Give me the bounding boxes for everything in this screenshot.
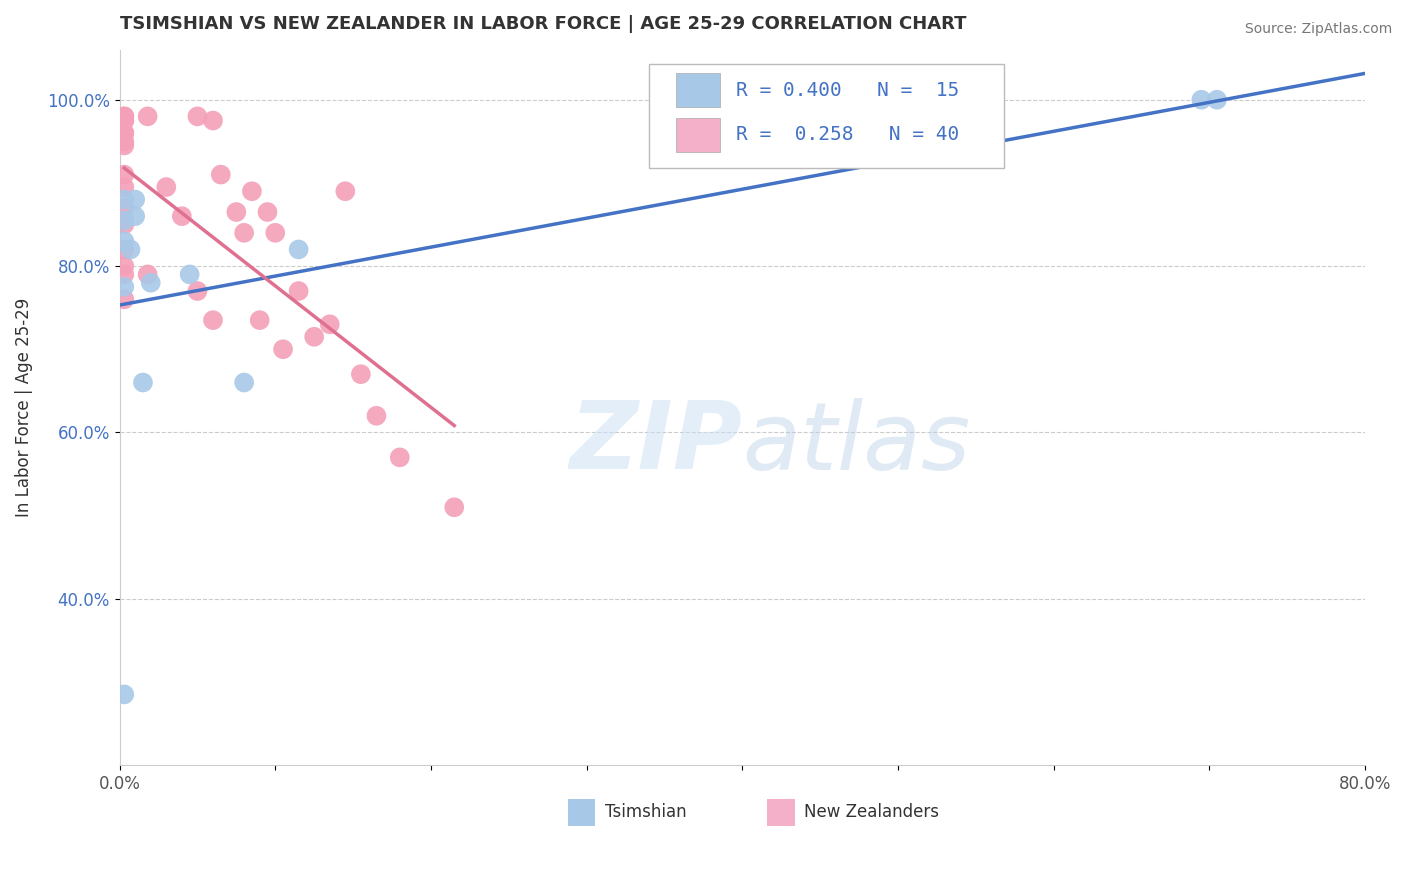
Text: Tsimshian: Tsimshian (605, 804, 688, 822)
Point (233, 226, 256, 240)
Point (302, 330, 325, 344)
Point (179, 268, 201, 282)
Point (271, 343, 294, 357)
Point (112, 687, 135, 701)
Point (124, 209, 146, 223)
Point (366, 409, 388, 423)
Text: New Zealanders: New Zealanders (804, 804, 939, 822)
Point (319, 318, 342, 332)
Point (240, 184, 263, 198)
Point (112, 218, 135, 232)
Point (112, 193, 135, 207)
Point (443, 500, 465, 515)
Point (112, 126, 135, 140)
Point (112, 293, 135, 307)
Point (388, 450, 411, 465)
Point (136, 268, 159, 282)
Point (350, 368, 373, 382)
FancyBboxPatch shape (568, 798, 595, 826)
Point (120, 243, 142, 257)
FancyBboxPatch shape (768, 798, 794, 826)
Point (112, 138, 135, 153)
Text: ZIP: ZIP (569, 397, 742, 489)
FancyBboxPatch shape (676, 118, 720, 153)
Point (136, 109, 159, 123)
Point (233, 376, 256, 390)
Point (249, 313, 271, 327)
Y-axis label: In Labor Force | Age 25-29: In Labor Force | Age 25-29 (15, 298, 32, 517)
Point (112, 234, 135, 248)
Text: atlas: atlas (742, 398, 970, 489)
Point (1206, 93, 1229, 107)
Point (186, 284, 208, 298)
Text: R = 0.400   N =  15: R = 0.400 N = 15 (735, 81, 959, 100)
Text: R =  0.258   N = 40: R = 0.258 N = 40 (735, 126, 959, 145)
Point (112, 213, 135, 227)
Point (112, 180, 135, 194)
Point (112, 126, 135, 140)
Point (201, 313, 224, 327)
Point (264, 226, 287, 240)
Point (186, 109, 208, 123)
Point (112, 201, 135, 215)
Point (112, 268, 135, 282)
FancyBboxPatch shape (676, 73, 720, 107)
Point (112, 259, 135, 273)
Point (170, 209, 193, 223)
Point (132, 376, 155, 390)
Point (256, 205, 278, 219)
Point (112, 109, 135, 123)
Point (287, 243, 309, 257)
Point (155, 180, 177, 194)
Point (225, 205, 247, 219)
Point (112, 113, 135, 128)
Point (1189, 93, 1212, 107)
Point (112, 109, 135, 123)
Point (112, 134, 135, 148)
Point (112, 168, 135, 182)
Point (112, 280, 135, 294)
Point (209, 168, 232, 182)
FancyBboxPatch shape (648, 64, 1004, 168)
Text: Source: ZipAtlas.com: Source: ZipAtlas.com (1244, 22, 1392, 37)
Point (124, 193, 146, 207)
Point (139, 276, 162, 290)
Point (112, 113, 135, 128)
Point (201, 113, 224, 128)
Point (287, 284, 309, 298)
Text: TSIMSHIAN VS NEW ZEALANDER IN LABOR FORCE | AGE 25-29 CORRELATION CHART: TSIMSHIAN VS NEW ZEALANDER IN LABOR FORC… (120, 15, 966, 33)
Point (335, 184, 357, 198)
Point (112, 243, 135, 257)
